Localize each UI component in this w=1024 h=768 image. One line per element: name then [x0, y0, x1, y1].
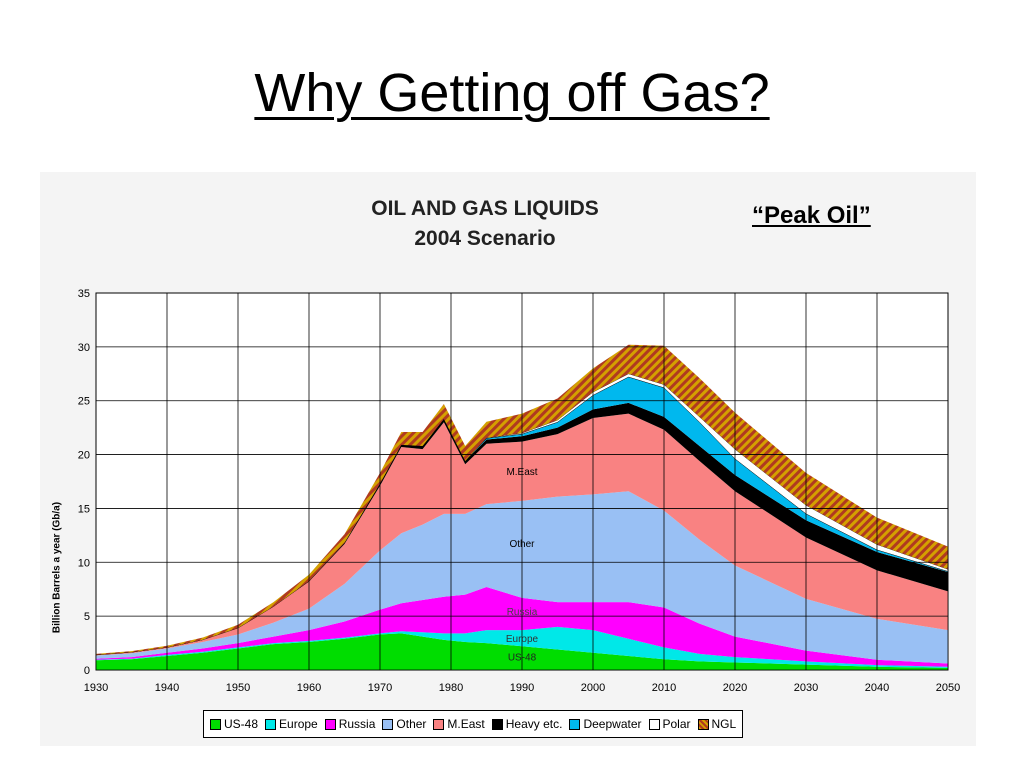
peak-oil-annotation: “Peak Oil” — [752, 202, 871, 229]
chart-subtitle: 2004 Scenario — [414, 227, 556, 250]
x-tick-label: 2020 — [723, 682, 747, 694]
legend-swatch — [433, 718, 445, 730]
legend-label: Other — [396, 717, 427, 731]
slide-title: Why Getting off Gas? — [254, 63, 770, 123]
legend-item-ngl: NGL — [697, 717, 737, 731]
x-tick-label: 1940 — [155, 682, 179, 694]
x-tick-label: 1950 — [226, 682, 250, 694]
x-tick-label: 1930 — [84, 682, 108, 694]
area-label: Russia — [507, 607, 538, 618]
x-tick-label: 2050 — [936, 682, 960, 694]
y-tick-label: 30 — [78, 342, 90, 354]
legend-swatch — [210, 718, 221, 730]
legend-item-heavy-etc: Heavy etc. — [491, 717, 563, 731]
y-tick-label: 10 — [78, 557, 90, 569]
legend-swatch — [648, 718, 660, 730]
chart-legend: US-48 Europe Russia Other M.East Heavy etc. De… — [203, 710, 744, 738]
y-tick-label: 15 — [78, 503, 90, 515]
y-tick-label: 35 — [78, 288, 90, 300]
area-label: US-48 — [508, 652, 537, 663]
x-tick-label: 2030 — [794, 682, 818, 694]
legend-swatch — [491, 718, 503, 730]
legend-item-europe: Europe — [265, 717, 318, 731]
y-tick-label: 5 — [84, 611, 90, 623]
legend-swatch — [265, 718, 277, 730]
area-label: Europe — [506, 634, 539, 645]
legend-item-russia: Russia — [324, 717, 376, 731]
chart-title: OIL AND GAS LIQUIDS — [371, 197, 599, 220]
legend-label: Heavy etc. — [505, 717, 563, 731]
y-tick-label: 20 — [78, 450, 90, 462]
x-tick-label: 1990 — [510, 682, 534, 694]
legend-swatch — [697, 718, 709, 730]
x-tick-label: 2010 — [652, 682, 676, 694]
legend-swatch — [382, 718, 394, 730]
y-tick-label: 25 — [78, 396, 90, 408]
legend-label: NGL — [711, 717, 737, 731]
area-label: M.East — [506, 467, 537, 478]
legend-label: Deepwater — [583, 717, 642, 731]
legend-label: Europe — [279, 717, 318, 731]
x-tick-label: 1960 — [297, 682, 321, 694]
legend-label: M.East — [447, 717, 485, 731]
x-tick-label: 2000 — [581, 682, 605, 694]
x-tick-label: 1980 — [439, 682, 463, 694]
chart-title-block: OIL AND GAS LIQUIDS 2004 Scenario — [330, 194, 640, 254]
legend-item-deepwater: Deepwater — [569, 717, 642, 731]
legend-swatch — [324, 718, 336, 730]
y-tick-label: 0 — [84, 665, 90, 677]
legend-item-other: Other — [382, 717, 426, 731]
legend-item-us-48: US-48 — [210, 717, 258, 731]
legend-label: Russia — [338, 717, 376, 731]
legend-label: Polar — [662, 717, 691, 731]
area-label: Other — [509, 539, 535, 550]
x-tick-label: 1970 — [368, 682, 392, 694]
x-tick-label: 2040 — [865, 682, 889, 694]
legend-item-polar: Polar — [648, 717, 691, 731]
legend-item-m-east: M.East — [433, 717, 485, 731]
legend-label: US-48 — [224, 717, 259, 731]
legend-swatch — [569, 718, 581, 730]
